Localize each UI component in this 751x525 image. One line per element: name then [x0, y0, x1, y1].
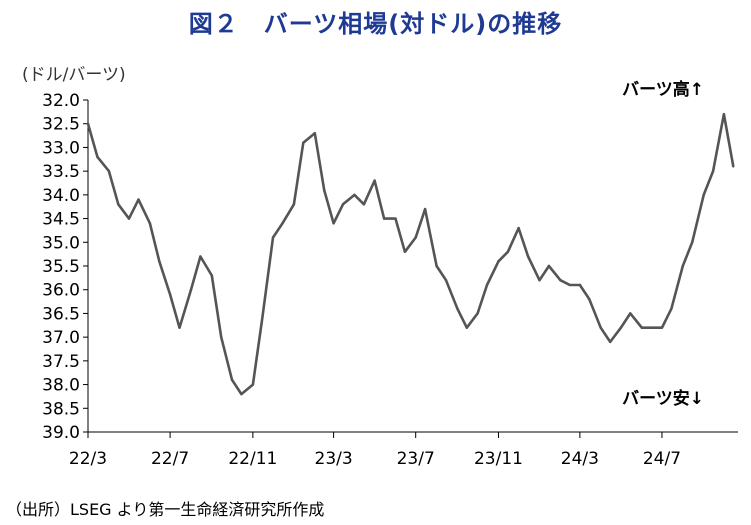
x-axis-ticks: 22/3 22/7 22/11 23/3 23/7 23/11 24/3 24/7 [69, 432, 681, 469]
y-tick-label: 33.0 [42, 138, 80, 158]
data-point [292, 203, 296, 206]
data-point [640, 326, 643, 329]
y-tick-label: 32.5 [42, 115, 80, 135]
data-point [261, 316, 264, 320]
data-point [178, 326, 181, 329]
data-point [332, 222, 335, 225]
data-point [526, 255, 530, 258]
y-tick-label: 39.0 [42, 423, 80, 443]
y-tick-label: 37.5 [42, 352, 80, 372]
data-point [435, 264, 438, 268]
data-point [568, 283, 571, 287]
x-tick-label: 22/3 [69, 449, 107, 469]
y-tick-label: 37.0 [42, 328, 80, 348]
data-point [127, 217, 131, 220]
data-point [691, 241, 694, 244]
page-title: 図２ バーツ相場(対ドル)の推移 [188, 10, 563, 38]
data-point [660, 326, 664, 329]
x-tick-label: 24/3 [561, 449, 599, 469]
y-tick-label: 36.5 [42, 304, 80, 324]
y-tick-label: 38.0 [42, 376, 80, 396]
data-point [107, 169, 111, 173]
data-point [137, 198, 140, 201]
data-point [96, 155, 99, 159]
data-point [619, 326, 623, 329]
data-point [670, 307, 673, 310]
data-point [313, 132, 316, 135]
data-point [485, 283, 489, 287]
data-point [423, 207, 427, 211]
data-point [476, 312, 479, 315]
y-tick-label: 35.5 [42, 257, 80, 277]
data-point [189, 288, 193, 291]
data-point [271, 236, 275, 239]
data-point [251, 383, 255, 386]
source-note: （出所）LSEG より第一生命経済研究所作成 [6, 500, 325, 519]
data-point [341, 203, 345, 206]
data-point [414, 236, 417, 239]
data-point [322, 188, 326, 192]
data-point [117, 203, 120, 206]
data-point [168, 293, 172, 296]
data-point [465, 326, 469, 329]
x-tick-label: 22/7 [151, 449, 189, 469]
data-point [240, 392, 243, 396]
data-point [148, 222, 152, 225]
data-point [649, 326, 653, 329]
data-point [578, 283, 582, 287]
data-point [497, 260, 500, 263]
data-point [599, 326, 602, 329]
data-point [588, 298, 591, 301]
x-tick-label: 23/3 [315, 449, 353, 469]
data-point [456, 307, 459, 310]
y-axis-ticks: 32.0 32.5 33.0 33.5 34.0 34.5 35.0 35.5 36.0 36.5… [42, 91, 88, 443]
data-point [382, 217, 386, 220]
y-tick-label: 38.5 [42, 399, 80, 419]
data-point [711, 169, 715, 173]
data-point [702, 193, 705, 197]
data-point [444, 279, 448, 282]
data-point [158, 260, 161, 263]
data-point [681, 264, 685, 268]
data-point [199, 255, 202, 258]
data-point [230, 378, 234, 382]
data-points [86, 113, 735, 396]
y-tick-label: 36.0 [42, 281, 80, 301]
y-tick-label: 33.5 [42, 162, 80, 182]
y-tick-label: 34.5 [42, 210, 80, 230]
data-point [559, 279, 562, 282]
data-point [538, 279, 541, 282]
y-tick-label: 35.0 [42, 233, 80, 253]
x-tick-label: 24/7 [643, 449, 681, 469]
x-tick-label: 23/7 [397, 449, 435, 469]
data-point [629, 312, 632, 315]
data-point [302, 141, 305, 144]
data-point [608, 340, 612, 344]
y-tick-label: 32.0 [42, 91, 80, 111]
data-point [373, 179, 376, 182]
data-point [506, 250, 510, 253]
data-point [86, 122, 90, 125]
series-line-thb-usd [86, 112, 735, 396]
data-point [732, 165, 735, 168]
annotation-baht-strong: バーツ高↑ [622, 79, 704, 100]
data-point [394, 217, 397, 220]
data-point [281, 222, 284, 225]
data-point [362, 203, 366, 206]
annotation-baht-weak: バーツ安↓ [622, 388, 704, 409]
data-point [210, 274, 214, 277]
y-tick-label: 34.0 [42, 186, 80, 206]
y-axis-unit-label: (ドル/バーツ) [22, 65, 126, 85]
data-point [547, 264, 551, 268]
data-point [220, 335, 223, 339]
data-point [517, 226, 520, 230]
data-point [403, 250, 407, 253]
x-tick-label: 23/11 [474, 449, 523, 469]
data-point [722, 113, 726, 116]
data-point [353, 193, 356, 197]
x-tick-label: 22/11 [228, 449, 277, 469]
